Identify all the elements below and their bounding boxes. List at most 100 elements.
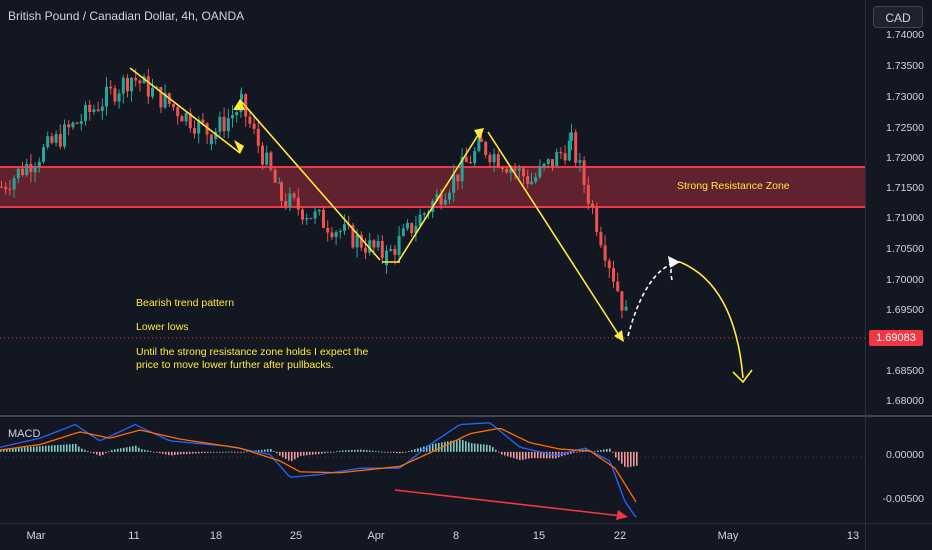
- macd-histogram-bar: [213, 451, 215, 453]
- divergence-line[interactable]: [394, 489, 623, 517]
- symbol-title[interactable]: British Pound / Canadian Dollar, 4h, OAN…: [8, 9, 245, 23]
- candle-body: [517, 168, 521, 171]
- candle-body: [522, 168, 525, 177]
- macd-histogram-bar: [360, 449, 362, 452]
- candle-body: [322, 209, 325, 228]
- macd-histogram-bar: [534, 451, 536, 459]
- macd-histogram-bar: [81, 448, 83, 452]
- trendline-4[interactable]: [397, 131, 481, 263]
- time-tick: 15: [532, 530, 546, 542]
- macd-histogram-bar: [324, 451, 326, 454]
- trendline-2[interactable]: [239, 99, 381, 261]
- macd-line[interactable]: [0, 422, 637, 518]
- macd-histogram-bar: [480, 444, 482, 452]
- macd-histogram-bar: [57, 444, 59, 452]
- candle-body: [226, 118, 230, 132]
- candle-body: [448, 192, 451, 200]
- candle-body: [591, 203, 594, 208]
- candle-body: [559, 151, 563, 154]
- drop-projection[interactable]: [679, 261, 744, 379]
- macd-histogram-bar: [243, 451, 245, 453]
- macd-histogram-bar: [189, 451, 191, 454]
- candle-body: [252, 123, 256, 129]
- candle-body: [330, 232, 334, 238]
- thesis-line-1: Until the strong resistance zone holds I…: [136, 346, 369, 358]
- candle-body: [406, 222, 409, 229]
- candle-body: [117, 93, 121, 102]
- price-tick: 1.69500: [886, 304, 924, 316]
- candle-body: [292, 193, 296, 198]
- candle-body: [488, 154, 492, 163]
- candle-body: [176, 107, 180, 117]
- macd-histogram-bar: [171, 451, 173, 456]
- macd-label[interactable]: MACD: [8, 428, 41, 440]
- arrow-head-3: [474, 128, 484, 140]
- macd-histogram-bar: [150, 451, 152, 452]
- macd-histogram-bar: [303, 451, 305, 456]
- macd-histogram-bar: [117, 448, 119, 452]
- macd-histogram-bar: [99, 451, 101, 456]
- macd-histogram-bar: [177, 451, 179, 455]
- macd-histogram-bar: [573, 451, 575, 453]
- candle-body: [570, 132, 573, 141]
- macd-histogram-bar: [426, 445, 428, 452]
- macd-tick: -0.00500: [882, 493, 924, 505]
- macd-histogram-bar: [228, 451, 230, 453]
- macd-histogram-bar: [582, 450, 584, 452]
- macd-histogram-bar: [603, 449, 605, 452]
- macd-histogram-bar: [579, 451, 581, 453]
- currency-button[interactable]: CAD: [873, 6, 923, 28]
- macd-histogram-bar: [600, 450, 602, 452]
- trendline-5[interactable]: [487, 131, 623, 341]
- macd-histogram-bar: [300, 451, 302, 456]
- macd-histogram-bar: [369, 450, 371, 452]
- macd-histogram-bar: [408, 451, 410, 452]
- candle-body: [616, 281, 620, 292]
- macd-histogram-bar: [69, 444, 71, 452]
- candle-body: [582, 160, 586, 185]
- zone-label: Strong Resistance Zone: [677, 180, 790, 192]
- candle-body: [464, 157, 468, 163]
- macd-histogram-bar: [306, 451, 308, 456]
- macd-histogram-bar: [120, 448, 122, 452]
- macd-histogram-bar: [411, 450, 413, 452]
- macd-histogram-bar: [21, 447, 23, 452]
- macd-histogram-bar: [141, 449, 143, 452]
- candle-body: [8, 189, 12, 191]
- candle-body: [159, 87, 163, 108]
- macd-pane[interactable]: [0, 417, 865, 523]
- candle-body: [29, 163, 33, 173]
- macd-histogram-bar: [375, 451, 377, 452]
- trend-drawings[interactable]: [129, 67, 623, 341]
- macd-histogram-bar: [279, 451, 281, 456]
- candle-body: [578, 160, 582, 163]
- macd-histogram-bar: [312, 451, 314, 455]
- price-tick: 1.72000: [886, 152, 924, 164]
- macd-histogram-bar: [630, 451, 632, 467]
- trendline-1[interactable]: [129, 67, 241, 154]
- candle-body: [492, 154, 496, 163]
- candle-body: [351, 225, 355, 248]
- macd-histogram-bar: [24, 447, 26, 452]
- macd-histogram-bar: [105, 451, 107, 454]
- candle-body: [218, 116, 222, 132]
- macd-histogram-bar: [309, 451, 311, 455]
- candle-body: [134, 77, 138, 81]
- macd-histogram-bar: [126, 447, 128, 452]
- signal-line[interactable]: [0, 427, 637, 503]
- macd-histogram-bar: [6, 448, 8, 452]
- candle-body: [534, 177, 538, 182]
- price-tick: 1.73500: [886, 60, 924, 72]
- macd-histogram-bar: [627, 451, 629, 468]
- macd-histogram-bar: [333, 451, 335, 453]
- candle-body: [567, 140, 571, 161]
- arrow-head-2: [233, 99, 245, 110]
- candle-body: [50, 136, 54, 143]
- macd-histogram-bar: [183, 451, 185, 455]
- candle-body: [54, 134, 58, 143]
- candle-body: [205, 123, 209, 135]
- arrow-heads: [233, 99, 624, 342]
- macd-histogram-bar: [498, 451, 500, 453]
- candle-body: [25, 163, 29, 176]
